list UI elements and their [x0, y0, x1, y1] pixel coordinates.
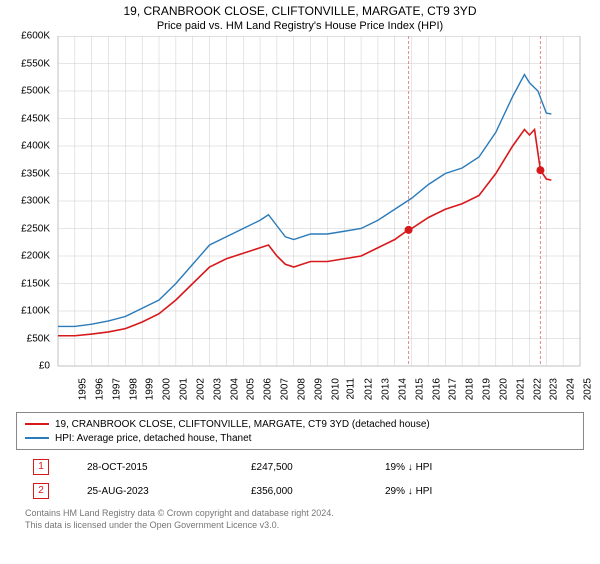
- transaction-delta: 29% ↓ HPI: [379, 480, 573, 502]
- transaction-badge: 2: [33, 483, 49, 499]
- transaction-row: 2 25-AUG-2023£356,00029% ↓ HPI: [27, 480, 573, 502]
- legend-item: HPI: Average price, detached house, Than…: [25, 431, 575, 445]
- transaction-price: £247,500: [245, 456, 377, 478]
- footnote: Contains HM Land Registry data © Crown c…: [25, 508, 575, 531]
- footnote-line1: Contains HM Land Registry data © Crown c…: [25, 508, 575, 520]
- transaction-row: 1 28-OCT-2015£247,50019% ↓ HPI: [27, 456, 573, 478]
- transaction-delta: 19% ↓ HPI: [379, 456, 573, 478]
- legend-swatch: [25, 437, 49, 439]
- legend-label: HPI: Average price, detached house, Than…: [55, 433, 251, 444]
- chart-title: 19, CRANBROOK CLOSE, CLIFTONVILLE, MARGA…: [0, 4, 600, 18]
- legend-label: 19, CRANBROOK CLOSE, CLIFTONVILLE, MARGA…: [55, 419, 430, 430]
- transaction-price: £356,000: [245, 480, 377, 502]
- chart-svg: [10, 36, 590, 406]
- transactions-table: 1 28-OCT-2015£247,50019% ↓ HPI 2 25-AUG-202…: [25, 454, 575, 504]
- legend-item: 19, CRANBROOK CLOSE, CLIFTONVILLE, MARGA…: [25, 417, 575, 431]
- chart-subtitle: Price paid vs. HM Land Registry's House …: [0, 20, 600, 32]
- chart-area: £0£50K£100K£150K£200K£250K£300K£350K£400…: [10, 36, 590, 406]
- transaction-badge: 1: [33, 459, 49, 475]
- transaction-date: 28-OCT-2015: [81, 456, 243, 478]
- footnote-line2: This data is licensed under the Open Gov…: [25, 520, 575, 532]
- transaction-date: 25-AUG-2023: [81, 480, 243, 502]
- legend-swatch: [25, 423, 49, 425]
- legend: 19, CRANBROOK CLOSE, CLIFTONVILLE, MARGA…: [16, 412, 584, 450]
